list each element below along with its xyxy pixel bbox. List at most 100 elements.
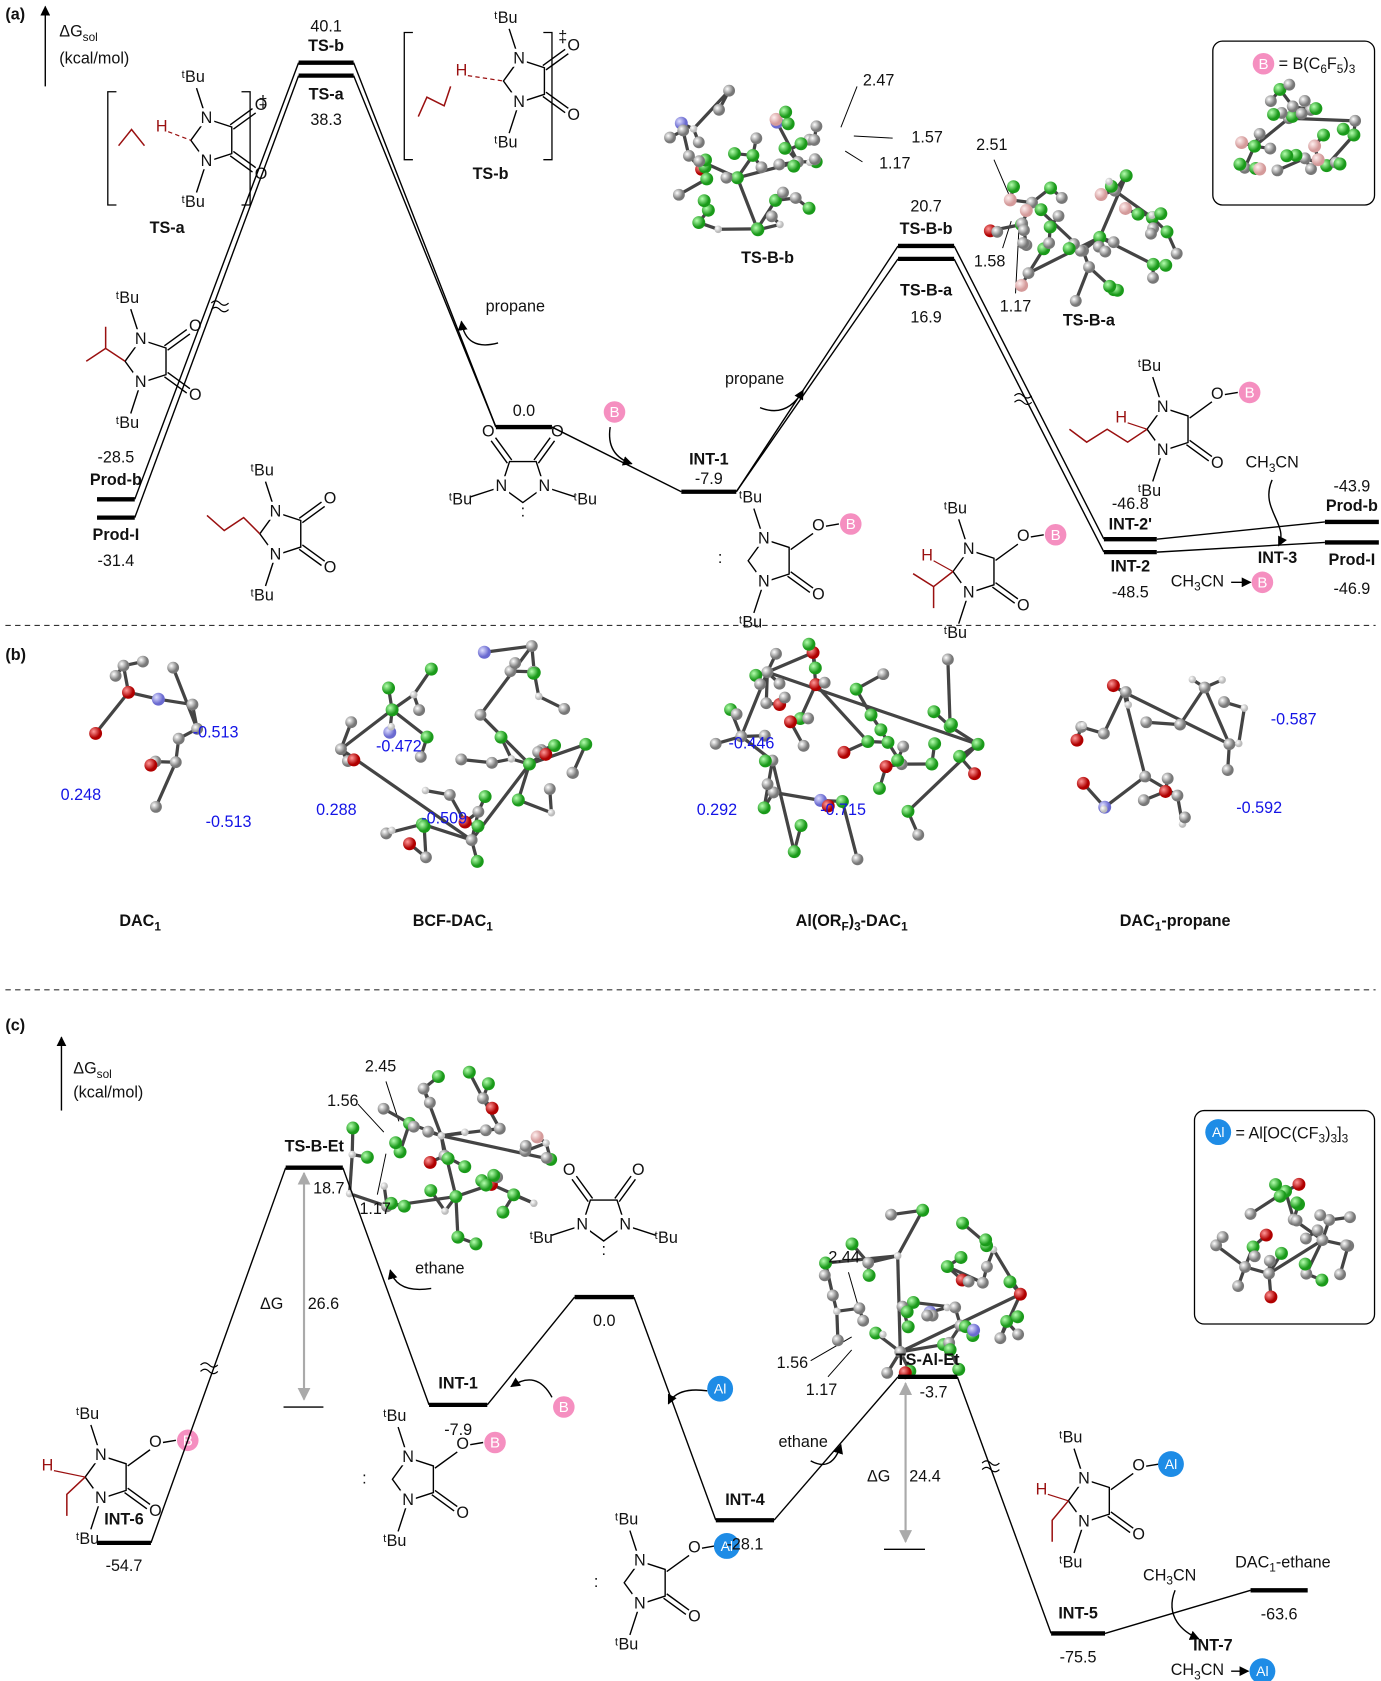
model-atom xyxy=(388,826,396,835)
lone-pair: : xyxy=(601,1241,606,1259)
model-atom xyxy=(431,1070,445,1084)
model-atom xyxy=(348,1150,356,1159)
break-mark xyxy=(200,1362,219,1375)
model-atom xyxy=(479,1178,493,1192)
ring xyxy=(581,1199,627,1242)
hydrogen-label: H xyxy=(1115,409,1127,427)
level-name: INT-5 xyxy=(1058,1604,1098,1622)
model-atom xyxy=(377,1102,390,1115)
text-part: CH xyxy=(1245,454,1268,472)
lewis-acid-symbol: Al xyxy=(1212,1124,1224,1140)
model-atom xyxy=(1316,1234,1329,1247)
model-atom xyxy=(881,735,895,749)
adduct: CH3CN xyxy=(1171,1661,1224,1681)
model-atom xyxy=(1007,180,1020,194)
bond xyxy=(790,571,814,589)
model-bond xyxy=(840,801,860,860)
bond xyxy=(995,543,1019,561)
level-energy: -43.9 xyxy=(1333,478,1370,496)
bond xyxy=(1186,444,1210,462)
model-atom xyxy=(757,801,771,815)
model-bond xyxy=(339,708,394,751)
model-atom xyxy=(994,1332,1007,1345)
model-atom xyxy=(1333,157,1347,171)
model-atom xyxy=(414,750,427,763)
model-atom xyxy=(851,853,864,866)
pathway-line xyxy=(342,1167,430,1406)
pathway-line xyxy=(352,75,497,428)
lewis-acid-symbol: Al xyxy=(721,1538,733,1554)
atom-label: O xyxy=(456,1435,469,1453)
model-atom xyxy=(1044,181,1058,195)
model-atom xyxy=(773,677,786,690)
model-atom xyxy=(869,1326,883,1340)
model-atom xyxy=(397,1199,411,1213)
bond xyxy=(130,308,140,334)
model-atom xyxy=(1218,696,1231,709)
model-atom xyxy=(925,757,939,771)
pathway-line xyxy=(735,245,899,493)
model-atom xyxy=(1273,82,1287,96)
model-atom xyxy=(470,854,484,868)
model-atom xyxy=(1280,149,1294,163)
bond xyxy=(1073,1448,1083,1474)
hydrogen-label: H xyxy=(1036,1480,1048,1498)
bond xyxy=(508,108,518,134)
model-atom xyxy=(862,1268,876,1282)
model-atom xyxy=(809,153,821,166)
leader xyxy=(357,1103,385,1133)
atom-label: N xyxy=(135,373,147,391)
group-label: ᵗBu xyxy=(1059,1554,1082,1572)
model-atom xyxy=(941,653,954,666)
group-label: ᵗBu xyxy=(76,1530,99,1548)
atom-label: O xyxy=(324,489,337,507)
model-atom xyxy=(1099,805,1108,813)
panel-label: (b) xyxy=(5,646,26,664)
atomic-charge: -0.513 xyxy=(206,813,252,831)
model-atom xyxy=(1160,225,1174,239)
bond xyxy=(127,1449,151,1467)
bond xyxy=(1189,401,1213,419)
atomic-charge: 0.248 xyxy=(61,786,101,804)
level-energy: -3.7 xyxy=(920,1383,948,1401)
group-label: ᵗBu xyxy=(1138,482,1161,500)
model-atom xyxy=(940,1260,954,1274)
alkyl-chain xyxy=(417,86,452,117)
model-atom xyxy=(787,845,801,859)
text-part: -propane xyxy=(1161,912,1230,930)
atom-label: O xyxy=(567,37,580,55)
lewis-acid-symbol: B xyxy=(609,404,619,421)
atom-label: N xyxy=(270,546,282,564)
level-name: INT-1 xyxy=(438,1375,478,1393)
ring xyxy=(391,1456,435,1502)
model-atom xyxy=(469,1237,483,1251)
leader xyxy=(827,1349,853,1378)
atomic-charge: -0.509 xyxy=(421,810,467,828)
bond xyxy=(933,560,954,573)
atom-label: O xyxy=(567,106,580,124)
model-atom xyxy=(1244,1207,1257,1220)
model-bond xyxy=(454,1196,460,1238)
model-atom xyxy=(954,1251,968,1264)
model-atom xyxy=(385,703,399,717)
bond xyxy=(494,437,513,461)
level-energy: -75.5 xyxy=(1060,1648,1097,1666)
model-atom xyxy=(1012,1328,1025,1341)
text-part: 1 xyxy=(154,919,161,933)
group-label: ᵗBu xyxy=(449,490,472,508)
model-bond xyxy=(1122,690,1231,746)
alkyl-chain xyxy=(206,514,261,535)
bond xyxy=(490,440,508,464)
bond xyxy=(1152,376,1162,402)
model-atom xyxy=(872,781,886,795)
molecule-model xyxy=(664,84,823,237)
lewis-acid-badge xyxy=(839,513,862,535)
atom-label: N xyxy=(963,540,975,558)
alkyl-chain xyxy=(1051,1500,1069,1542)
model-atom xyxy=(943,1343,957,1357)
model-atom xyxy=(413,704,426,716)
model-atom xyxy=(881,1366,894,1379)
model-atom xyxy=(991,225,1004,238)
